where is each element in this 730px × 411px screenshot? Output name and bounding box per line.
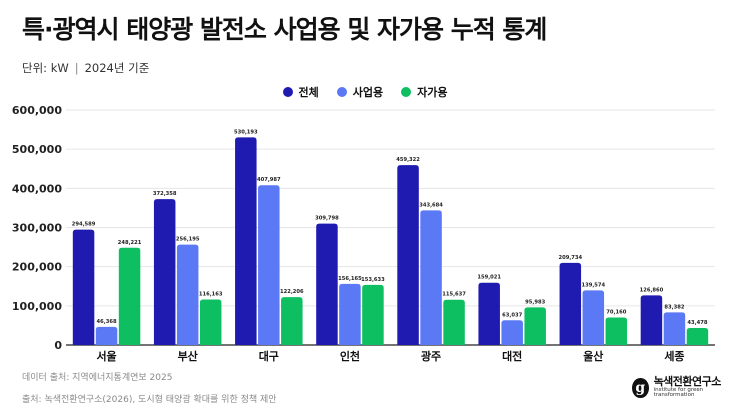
bar-business — [501, 320, 523, 345]
data-label: 43,478 — [687, 320, 707, 326]
bar-business — [420, 210, 442, 345]
legend: 전체 사업용 자가용 — [0, 84, 730, 100]
y-tick-label: 0 — [54, 339, 62, 352]
data-label: 256,195 — [176, 237, 200, 243]
x-category-label: 광주 — [421, 350, 441, 363]
data-label: 122,206 — [280, 289, 304, 295]
data-label: 126,860 — [640, 287, 664, 293]
bar-total — [235, 137, 257, 345]
data-label: 159,021 — [477, 275, 501, 281]
data-label: 294,589 — [72, 222, 96, 228]
year-label: 2024년 기준 — [84, 61, 150, 75]
bar-total — [559, 262, 582, 345]
data-label: 309,798 — [315, 216, 339, 222]
brand-text: 녹색전환연구소 institute for green transformati… — [654, 376, 730, 399]
y-tick-label: 400,000 — [12, 182, 62, 195]
legend-swatch-self — [401, 87, 412, 97]
data-label: 530,193 — [234, 129, 258, 135]
data-label: 372,358 — [153, 191, 177, 197]
bar-self — [118, 247, 141, 345]
bar-total — [478, 282, 500, 345]
data-label: 459,322 — [396, 157, 420, 163]
data-label: 46,368 — [97, 319, 117, 325]
unit-label: 단위: kW — [22, 61, 69, 75]
bar-total — [640, 295, 663, 345]
legend-item-self: 자가용 — [401, 84, 448, 100]
bar-business — [258, 185, 280, 345]
bar-self — [281, 297, 303, 345]
bar-self — [443, 299, 465, 345]
chart-title: 특·광역시 태양광 발전소 사업용 및 자가용 누적 통계 — [22, 15, 547, 44]
brand-logo: g 녹색전환연구소 institute for green transforma… — [632, 376, 730, 399]
bar-total — [153, 199, 176, 345]
bar-self — [199, 299, 222, 345]
bar-business — [663, 312, 686, 345]
legend-label-business: 사업용 — [352, 86, 384, 99]
x-category-label: 서울 — [96, 349, 116, 363]
y-tick-label: 300,000 — [12, 222, 62, 235]
bar-self — [524, 307, 546, 345]
x-category-label: 부산 — [178, 349, 198, 363]
data-label: 248,221 — [118, 240, 142, 246]
brand-name: 녹색전환연구소 — [653, 375, 722, 388]
bar-business — [582, 290, 605, 345]
data-label: 156,165 — [338, 276, 362, 282]
bar-self — [605, 317, 628, 345]
x-category-label: 대전 — [502, 349, 522, 363]
y-tick-label: 200,000 — [12, 261, 62, 274]
data-label: 139,574 — [581, 282, 605, 288]
data-label: 115,637 — [442, 292, 466, 298]
legend-swatch-business — [336, 87, 347, 97]
bar-total — [397, 165, 419, 345]
bar-self — [362, 284, 384, 345]
data-label: 209,734 — [558, 255, 582, 261]
data-label: 83,382 — [664, 304, 684, 310]
data-label: 63,037 — [502, 312, 522, 318]
bar-total — [316, 223, 338, 345]
data-label: 153,633 — [361, 277, 385, 283]
y-tick-label: 500,000 — [12, 143, 62, 156]
bar-business — [95, 326, 118, 345]
x-category-label: 세종 — [664, 349, 684, 363]
bar-business — [176, 244, 199, 345]
legend-swatch-total — [282, 87, 293, 97]
brand-tagline: institute for green transformation — [653, 386, 704, 399]
legend-label-self: 자가용 — [417, 86, 448, 99]
data-label: 343,684 — [419, 202, 443, 208]
x-category-label: 대구 — [259, 349, 279, 363]
data-label: 70,160 — [606, 310, 626, 316]
x-category-label: 인천 — [340, 349, 360, 363]
legend-label-total: 전체 — [298, 86, 319, 99]
legend-item-total: 전체 — [282, 84, 319, 100]
legend-item-business: 사업용 — [336, 84, 384, 100]
data-label: 116,163 — [199, 292, 223, 298]
chart-subtitle: 단위: kW | 2024년 기준 — [22, 60, 149, 76]
bar-total — [72, 229, 95, 345]
y-tick-label: 600,000 — [12, 104, 62, 117]
y-tick-label: 100,000 — [12, 300, 62, 313]
x-category-label: 울산 — [583, 349, 603, 363]
data-source-note: 데이터 출처: 지역에너지통계연보 2025 — [22, 373, 173, 383]
bar-self — [686, 327, 709, 345]
brand-mark-icon: g — [632, 377, 649, 398]
data-label: 407,987 — [257, 177, 281, 183]
subtitle-separator: | — [74, 61, 79, 75]
bar-business — [339, 283, 361, 345]
data-label: 95,983 — [525, 299, 545, 305]
source-note: 출처: 녹색전환연구소(2026), 도시형 태양광 확대를 위한 정책 제안 — [22, 395, 277, 405]
